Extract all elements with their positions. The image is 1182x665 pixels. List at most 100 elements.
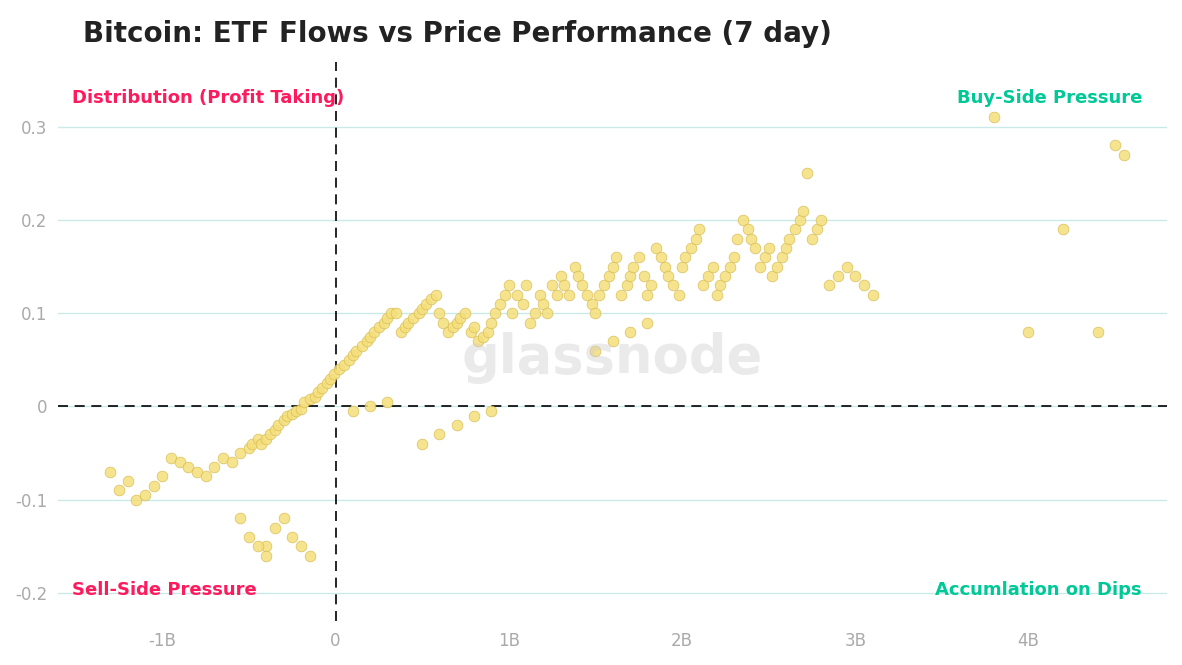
Point xyxy=(669,289,688,300)
Point xyxy=(312,382,331,393)
Point xyxy=(447,420,466,430)
Point xyxy=(728,233,747,244)
Point xyxy=(777,243,795,253)
Point xyxy=(694,280,713,291)
Point xyxy=(520,317,539,328)
Point xyxy=(465,410,483,421)
Point xyxy=(803,233,821,244)
Point xyxy=(1053,224,1072,235)
Point xyxy=(361,401,379,412)
Point xyxy=(266,522,285,533)
Point xyxy=(274,415,293,426)
Point xyxy=(565,261,584,272)
Point xyxy=(444,322,463,332)
Point xyxy=(642,280,661,291)
Point xyxy=(551,271,570,281)
Point xyxy=(690,224,709,235)
Text: Buy-Side Pressure: Buy-Side Pressure xyxy=(956,89,1142,107)
Point xyxy=(703,261,722,272)
Point xyxy=(603,261,622,272)
Point xyxy=(421,294,440,305)
Text: glassnode: glassnode xyxy=(462,332,764,384)
Point xyxy=(294,396,313,407)
Point xyxy=(502,308,521,319)
Point xyxy=(248,541,267,552)
Point xyxy=(513,299,532,309)
Point xyxy=(595,280,613,291)
Point xyxy=(427,289,446,300)
Point xyxy=(324,368,343,379)
Point xyxy=(398,317,417,328)
Point xyxy=(450,313,469,323)
Point xyxy=(647,243,665,253)
Point xyxy=(820,280,839,291)
Point xyxy=(768,261,787,272)
Point xyxy=(739,224,758,235)
Point xyxy=(309,387,327,398)
Point xyxy=(673,261,691,272)
Point xyxy=(344,350,363,360)
Point xyxy=(252,438,271,449)
Point xyxy=(248,434,267,444)
Point xyxy=(629,252,648,263)
Point xyxy=(590,289,609,300)
Text: Distribution (Profit Taking): Distribution (Profit Taking) xyxy=(72,89,344,107)
Point xyxy=(170,457,189,467)
Point xyxy=(762,271,781,281)
Point xyxy=(554,280,573,291)
Point xyxy=(352,340,371,351)
Point xyxy=(413,303,431,314)
Point xyxy=(430,429,449,440)
Point xyxy=(282,408,301,419)
Point xyxy=(300,551,319,561)
Point xyxy=(621,327,639,337)
Point xyxy=(486,308,505,319)
Point xyxy=(1019,327,1038,337)
Point xyxy=(382,308,401,319)
Point xyxy=(664,280,683,291)
Point xyxy=(863,289,882,300)
Point xyxy=(110,485,129,495)
Point xyxy=(387,308,405,319)
Point xyxy=(617,280,636,291)
Point xyxy=(256,551,275,561)
Point xyxy=(655,261,674,272)
Point xyxy=(586,345,605,356)
Point xyxy=(162,452,181,463)
Point xyxy=(240,532,259,543)
Point xyxy=(855,280,873,291)
Point xyxy=(268,420,287,430)
Point xyxy=(583,299,602,309)
Point xyxy=(624,261,643,272)
Point xyxy=(491,299,509,309)
Point xyxy=(658,271,677,281)
Point xyxy=(214,452,233,463)
Point xyxy=(577,289,596,300)
Point xyxy=(733,215,752,225)
Point xyxy=(560,289,579,300)
Point xyxy=(282,532,301,543)
Point xyxy=(687,233,706,244)
Point xyxy=(152,471,171,481)
Text: Bitcoin: ETF Flows vs Price Performance (7 day): Bitcoin: ETF Flows vs Price Performance … xyxy=(83,20,832,48)
Point xyxy=(773,252,792,263)
Point xyxy=(638,317,657,328)
Point xyxy=(300,394,319,404)
Point xyxy=(751,261,769,272)
Point xyxy=(985,112,1004,123)
Point xyxy=(742,233,761,244)
Point xyxy=(392,327,411,337)
Point xyxy=(243,438,262,449)
Point xyxy=(785,224,804,235)
Point xyxy=(456,308,475,319)
Point xyxy=(794,205,813,216)
Point xyxy=(375,317,394,328)
Point xyxy=(482,317,501,328)
Point xyxy=(340,354,359,365)
Point xyxy=(759,243,778,253)
Point xyxy=(495,289,514,300)
Point xyxy=(118,475,137,486)
Point xyxy=(256,541,275,552)
Point xyxy=(395,322,414,332)
Point xyxy=(230,513,249,523)
